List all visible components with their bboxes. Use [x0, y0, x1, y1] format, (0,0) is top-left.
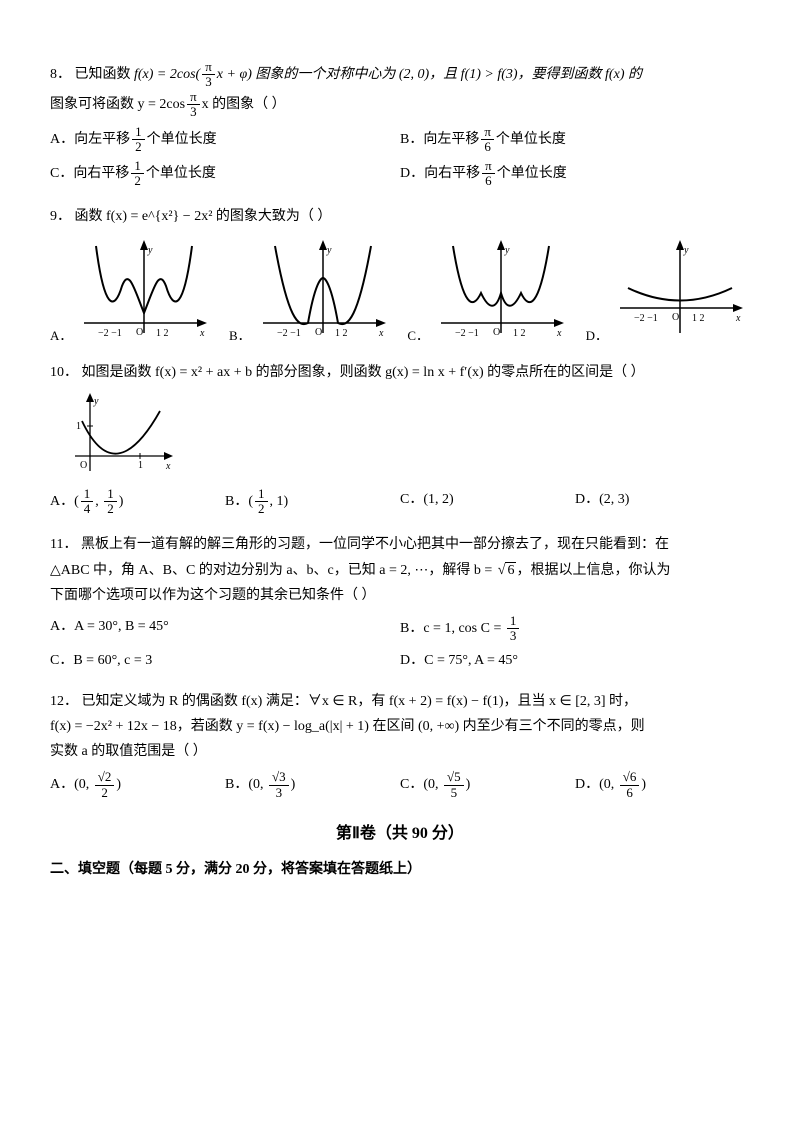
svg-text:O: O	[80, 460, 87, 471]
q8-option-b: B．向左平移π6个单位长度	[400, 125, 750, 155]
q8-frac1: π3	[202, 60, 215, 90]
q11-option-d: D．C = 75°, A = 45°	[400, 648, 750, 673]
svg-text:O: O	[315, 327, 322, 338]
q9-graph-d-svg: y x O −2 −1 1 2	[610, 238, 750, 348]
svg-text:1 2: 1 2	[692, 313, 705, 324]
q9-text: 函数 f(x) = e^{x²} − 2x² 的图象大致为（ ）	[75, 209, 332, 224]
q9-graph-c-svg: y x O −2 −1 1 2	[431, 238, 571, 348]
question-8: 8． 已知函数 f(x) = 2cos(π3x + φ) 图象的一个对称中心为 …	[50, 60, 750, 192]
q8-option-c: C．向右平移12个单位长度	[50, 159, 400, 189]
q11-line1: 黑板上有一道有解的解三角形的习题，一位同学不小心把其中一部分擦去了，现在只能看到…	[81, 537, 669, 552]
q11-line2: △ABC 中，角 A、B、C 的对边分别为 a、b、c，已知 a = 2, ⋯，…	[50, 558, 750, 583]
svg-text:1: 1	[76, 421, 81, 432]
q8-line2: 图象可将函数 y = 2cosπ3x 的图象（ ）	[50, 90, 750, 120]
q12-num: 12．	[50, 694, 78, 709]
svg-text:−2 −1: −2 −1	[277, 328, 301, 339]
q9-graphs: A． y x O −2 −1 1 2 B．	[50, 238, 750, 348]
q11-line3: 下面哪个选项可以作为这个习题的其余已知条件（ ）	[50, 583, 750, 608]
q11-option-b: B．c = 1, cos C = 13	[400, 614, 750, 644]
svg-text:1 2: 1 2	[335, 328, 348, 339]
q12-option-c: C．(0, √55)	[400, 770, 575, 800]
svg-text:x: x	[735, 313, 741, 324]
q8-frac2: π3	[187, 90, 200, 120]
svg-text:1: 1	[138, 460, 143, 471]
svg-text:y: y	[147, 245, 153, 256]
question-11: 11． 黑板上有一道有解的解三角形的习题，一位同学不小心把其中一部分擦去了，现在…	[50, 532, 750, 676]
q9-graph-b-svg: y x O −2 −1 1 2	[253, 238, 393, 348]
question-9: 9． 函数 f(x) = e^{x²} − 2x² 的图象大致为（ ） A． y…	[50, 204, 750, 347]
svg-text:x: x	[165, 461, 171, 472]
q8-option-a: A．向左平移12个单位长度	[50, 125, 400, 155]
q10-option-a: A．(14, 12)	[50, 487, 225, 517]
svg-text:y: y	[93, 396, 99, 407]
svg-text:y: y	[504, 245, 510, 256]
q11-options: A．A = 30°, B = 45° B．c = 1, cos C = 13 C…	[50, 614, 750, 677]
svg-text:O: O	[672, 312, 679, 323]
q10-option-c: C．(1, 2)	[400, 487, 575, 517]
q8-num: 8．	[50, 67, 71, 82]
svg-text:x: x	[199, 328, 205, 339]
question-10: 10． 如图是函数 f(x) = x² + ax + b 的部分图象，则函数 g…	[50, 360, 750, 521]
section2-title: 第Ⅱ卷（共 90 分）	[50, 820, 750, 849]
svg-text:x: x	[556, 328, 562, 339]
svg-text:−2 −1: −2 −1	[98, 328, 122, 339]
q12-line3: 实数 a 的取值范围是（ ）	[50, 739, 750, 764]
q11-sqrt: 6	[496, 558, 517, 583]
q12-options: A．(0, √22) B．(0, √33) C．(0, √55) D．(0, √…	[50, 770, 750, 804]
svg-text:y: y	[683, 245, 689, 256]
q8-options: A．向左平移12个单位长度 B．向左平移π6个单位长度 C．向右平移12个单位长…	[50, 125, 750, 192]
q11-option-c: C．B = 60°, c = 3	[50, 648, 400, 673]
svg-text:O: O	[493, 327, 500, 338]
q9-graph-d: D． y x O −2 −1 1 2	[586, 238, 750, 348]
q10-text: 如图是函数 f(x) = x² + ax + b 的部分图象，则函数 g(x) …	[82, 365, 645, 380]
question-12: 12． 已知定义域为 R 的偶函数 f(x) 满足：∀x ∈ R，有 f(x +…	[50, 689, 750, 804]
svg-text:1 2: 1 2	[513, 328, 526, 339]
q9-graph-c: C． y x O −2 −1 1 2	[407, 238, 571, 348]
svg-text:x: x	[378, 328, 384, 339]
q9-num: 9．	[50, 209, 71, 224]
q8-option-d: D．向右平移π6个单位长度	[400, 159, 750, 189]
q11-option-a: A．A = 30°, B = 45°	[50, 614, 400, 644]
section2-sub: 二、填空题（每题 5 分，满分 20 分，将答案填在答题纸上）	[50, 857, 750, 882]
q10-graph: y x O 1 1	[70, 391, 750, 481]
svg-text:−2 −1: −2 −1	[455, 328, 479, 339]
q9-graph-a: A． y x O −2 −1 1 2	[50, 238, 214, 348]
q12-option-a: A．(0, √22)	[50, 770, 225, 800]
q10-graph-svg: y x O 1 1	[70, 391, 180, 481]
svg-text:O: O	[136, 327, 143, 338]
q12-option-b: B．(0, √33)	[225, 770, 400, 800]
q9-graph-b: B． y x O −2 −1 1 2	[229, 238, 393, 348]
svg-text:y: y	[326, 245, 332, 256]
q10-num: 10．	[50, 365, 78, 380]
q12-line2: f(x) = −2x² + 12x − 18，若函数 y = f(x) − lo…	[50, 714, 750, 739]
svg-text:1 2: 1 2	[156, 328, 169, 339]
q11-num: 11．	[50, 537, 77, 552]
q10-option-d: D．(2, 3)	[575, 487, 750, 517]
q10-option-b: B．(12, 1)	[225, 487, 400, 517]
q8-text: 已知函数 f(x) = 2cos(π3x + φ) 图象的一个对称中心为 (2,…	[75, 67, 642, 82]
q12-line1: 已知定义域为 R 的偶函数 f(x) 满足：∀x ∈ R，有 f(x + 2) …	[82, 694, 638, 709]
q9-graph-a-svg: y x O −2 −1 1 2	[74, 238, 214, 348]
q12-option-d: D．(0, √66)	[575, 770, 750, 800]
svg-text:−2 −1: −2 −1	[634, 313, 658, 324]
q10-options: A．(14, 12) B．(12, 1) C．(1, 2) D．(2, 3)	[50, 487, 750, 521]
